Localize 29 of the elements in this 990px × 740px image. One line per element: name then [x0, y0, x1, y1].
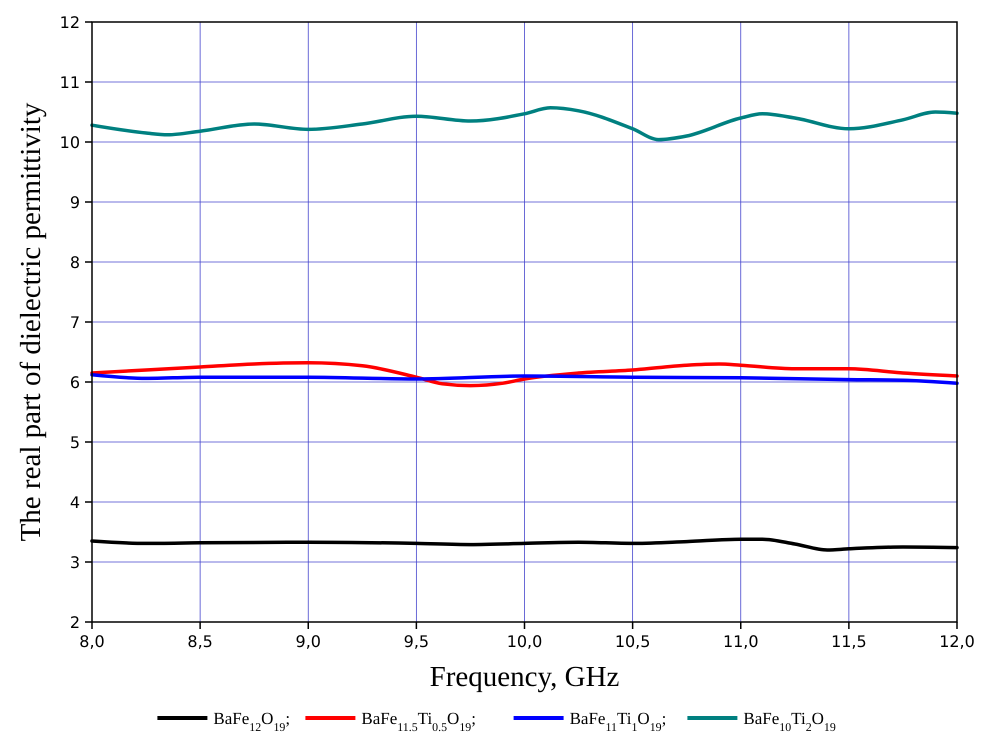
y-tick-label: 5	[70, 433, 80, 452]
y-tick-label: 6	[70, 373, 80, 392]
y-axis-title: The real part of dielectric permittivity	[15, 102, 47, 542]
x-tick-label: 8,0	[79, 632, 105, 651]
x-tick-label: 9,0	[296, 632, 321, 651]
y-tick-label: 10	[60, 133, 80, 152]
legend-label: BaFe$_{11.5}$Ti$_{0.5}$O$_{19}$;	[361, 709, 476, 734]
y-tick-label: 3	[70, 553, 80, 572]
legend-label: BaFe$_{11}$Ti$_{1}$O$_{19}$;	[570, 709, 666, 734]
y-tick-label: 12	[60, 13, 80, 32]
x-tick-label: 9,5	[404, 632, 430, 651]
legend-label: BaFe$_{12}$O$_{19}$;	[213, 709, 290, 734]
x-tick-label: 12,0	[939, 632, 975, 651]
line-series	[90, 373, 959, 385]
y-tick-label: 11	[60, 73, 80, 92]
x-tick-label: 8,5	[187, 632, 213, 651]
y-tick-label: 2	[70, 613, 80, 632]
y-tick-label: 9	[70, 193, 80, 212]
y-tick-label: 4	[70, 493, 80, 512]
y-tick-label: 8	[70, 253, 80, 272]
line-series	[90, 361, 959, 388]
x-axis-title: Frequency, GHz	[430, 661, 620, 693]
x-tick-label: 11,5	[831, 632, 867, 651]
x-tick-label: 11,0	[722, 632, 759, 651]
y-tick-label: 7	[70, 313, 80, 332]
x-tick-label: 10,0	[506, 632, 542, 651]
line-series	[90, 106, 959, 142]
legend-label: BaFe$_{10}$Ti$_{2}$O$_{19}$	[743, 709, 836, 734]
x-tick-label: 10,5	[614, 632, 650, 651]
